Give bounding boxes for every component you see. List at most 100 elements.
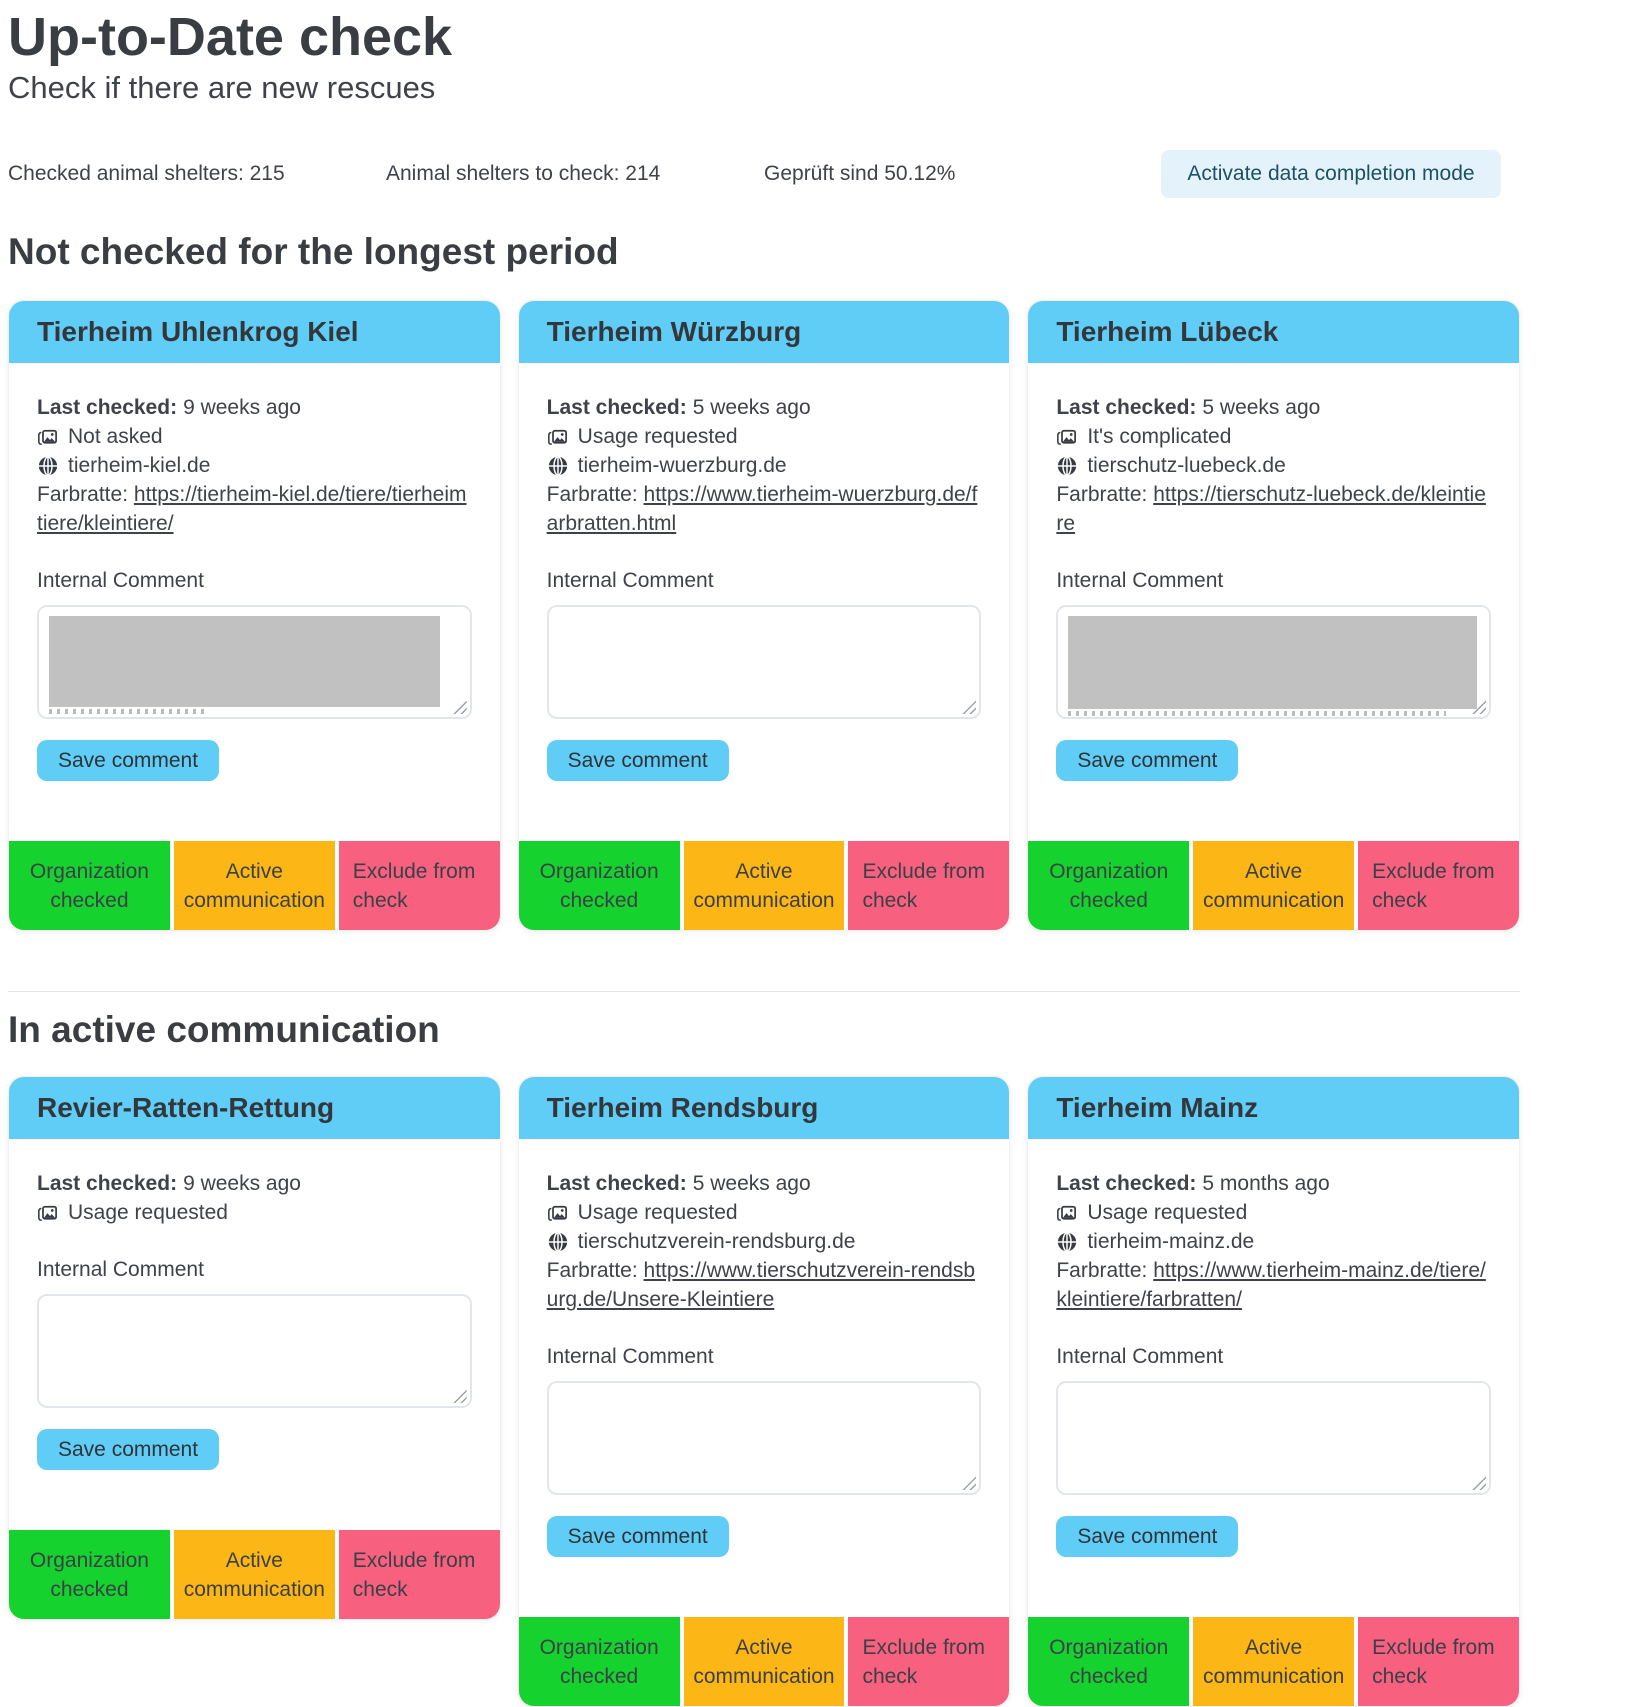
website-value: tierschutzverein-rendsburg.de [577, 1230, 856, 1253]
farbratte-link[interactable]: https://www.tierschutzverein-rendsburg.d… [546, 1259, 976, 1311]
internal-comment-textarea[interactable] [37, 1294, 472, 1408]
card-body: Last checked: 5 weeks ago Usage requested… [519, 1139, 1010, 1557]
status-value: Not asked [68, 425, 163, 448]
internal-comment-textarea[interactable] [1056, 1381, 1491, 1495]
shelter-card: Tierheim Würzburg Last checked: 5 weeks a… [517, 300, 1011, 931]
website-line: tierheim-wuerzburg.de [547, 451, 982, 480]
farbratte-link[interactable]: https://www.tierheim-wuerzburg.de/farbra… [546, 483, 978, 535]
last-checked-line: Last checked: 9 weeks ago [37, 393, 472, 422]
last-checked-line: Last checked: 5 months ago [1056, 1169, 1491, 1198]
website-value: tierheim-mainz.de [1087, 1230, 1255, 1253]
resize-grip[interactable] [962, 700, 977, 714]
farbratte-line: Farbratte: https://tierschutz-luebeck.de… [1056, 480, 1491, 538]
resize-grip[interactable] [962, 1476, 977, 1490]
farbratte-link[interactable]: https://tierheim-kiel.de/tiere/tierheimt… [37, 483, 467, 535]
last-checked-value: 9 weeks ago [183, 1172, 301, 1195]
resize-grip[interactable] [452, 1389, 467, 1403]
organization-checked-button[interactable]: Organization checked [9, 841, 170, 930]
internal-comment-textarea[interactable] [546, 1381, 982, 1495]
card-body: Last checked: 9 weeks ago Not asked tierh… [9, 363, 500, 781]
active-communication-button[interactable]: Active communication [173, 841, 335, 930]
stat-shelters-to-check: Animal shelters to check: 214 [386, 162, 661, 185]
internal-comment-label: Internal Comment [1056, 1345, 1224, 1368]
active-communication-button[interactable]: Active communication [683, 1617, 845, 1706]
farbratte-line: Farbratte: https://www.tierheim-mainz.de… [1056, 1256, 1491, 1314]
status-line: Usage requested [1056, 1198, 1491, 1227]
save-comment-button[interactable]: Save comment [546, 740, 729, 781]
internal-comment-textarea[interactable] [37, 605, 472, 719]
active-communication-button[interactable]: Active communication [173, 1530, 335, 1619]
last-checked-value: 5 weeks ago [692, 1172, 811, 1195]
status-line: Usage requested [547, 1198, 982, 1227]
last-checked-line: Last checked: 5 weeks ago [1056, 393, 1491, 422]
active-communication-button[interactable]: Active communication [1193, 841, 1355, 930]
status-line: Usage requested [37, 1198, 472, 1227]
redacted-comment [1068, 616, 1477, 709]
shelter-card: Tierheim Lübeck Last checked: 5 weeks ago… [1027, 300, 1520, 931]
active-communication-button[interactable]: Active communication [1193, 1617, 1355, 1706]
save-comment-button[interactable]: Save comment [1056, 1516, 1239, 1557]
images-icon [37, 426, 59, 448]
organization-checked-button[interactable]: Organization checked [1028, 1617, 1190, 1706]
resize-grip[interactable] [1471, 1476, 1486, 1490]
save-comment-button[interactable]: Save comment [1056, 740, 1239, 781]
images-icon [547, 426, 569, 448]
globe-icon [37, 455, 59, 477]
internal-comment-label: Internal Comment [1056, 569, 1224, 592]
farbratte-link[interactable]: https://www.tierheim-mainz.de/tiere/klei… [1056, 1259, 1486, 1311]
card-title: Revier-Ratten-Rettung [9, 1077, 500, 1139]
cards-row-not-checked: Tierheim Uhlenkrog Kiel Last checked: 9 w… [8, 300, 1520, 931]
last-checked-label: Last checked: [546, 396, 687, 419]
last-checked-label: Last checked: [1056, 396, 1197, 419]
status-line: It's complicated [1056, 422, 1491, 451]
card-title: Tierheim Rendsburg [518, 1077, 1010, 1139]
status-value: Usage requested [68, 1201, 228, 1224]
card-actions: Organization checked Active communicatio… [518, 1617, 1010, 1706]
stat-percent-checked: Geprüft sind 50.12% [764, 162, 956, 185]
last-checked-label: Last checked: [546, 1172, 687, 1195]
exclude-from-check-button[interactable]: Exclude from check [338, 1530, 500, 1619]
card-title: Tierheim Würzburg [518, 301, 1010, 363]
internal-comment-label: Internal Comment [546, 1345, 714, 1368]
section-title-not-checked: Not checked for the longest period [8, 231, 619, 272]
exclude-from-check-button[interactable]: Exclude from check [1358, 1617, 1519, 1706]
card-title: Tierheim Uhlenkrog Kiel [9, 301, 500, 363]
exclude-from-check-button[interactable]: Exclude from check [848, 841, 1010, 930]
farbratte-label: Farbratte: [37, 483, 129, 506]
status-value: Usage requested [1087, 1201, 1248, 1224]
farbratte-link[interactable]: https://tierschutz-luebeck.de/kleintiere [1056, 483, 1486, 535]
resize-grip[interactable] [452, 700, 467, 714]
save-comment-button[interactable]: Save comment [37, 1429, 220, 1470]
active-communication-button[interactable]: Active communication [683, 841, 845, 930]
images-icon [547, 1202, 569, 1224]
organization-checked-button[interactable]: Organization checked [518, 1617, 680, 1706]
images-icon [1056, 426, 1078, 448]
card-actions: Organization checked Active communicatio… [518, 841, 1010, 930]
activate-data-completion-button[interactable]: Activate data completion mode [1161, 150, 1501, 198]
website-line: tierschutz-luebeck.de [1056, 451, 1491, 480]
internal-comment-textarea[interactable] [546, 605, 982, 719]
organization-checked-button[interactable]: Organization checked [9, 1530, 170, 1619]
internal-comment-textarea[interactable] [1056, 605, 1491, 719]
website-value: tierheim-wuerzburg.de [577, 454, 787, 477]
status-line: Usage requested [547, 422, 982, 451]
card-title: Tierheim Mainz [1028, 1077, 1519, 1139]
exclude-from-check-button[interactable]: Exclude from check [848, 1617, 1010, 1706]
card-title: Tierheim Lübeck [1028, 301, 1519, 363]
last-checked-label: Last checked: [1056, 1172, 1197, 1195]
images-icon [37, 1202, 59, 1224]
save-comment-button[interactable]: Save comment [546, 1516, 729, 1557]
internal-comment-label: Internal Comment [37, 569, 204, 592]
organization-checked-button[interactable]: Organization checked [518, 841, 680, 930]
last-checked-line: Last checked: 5 weeks ago [547, 1169, 982, 1198]
farbratte-label: Farbratte: [546, 483, 638, 506]
exclude-from-check-button[interactable]: Exclude from check [338, 841, 500, 930]
internal-comment-label: Internal Comment [37, 1258, 204, 1281]
status-value: Usage requested [577, 1201, 738, 1224]
organization-checked-button[interactable]: Organization checked [1028, 841, 1190, 930]
last-checked-value: 9 weeks ago [183, 396, 301, 419]
save-comment-button[interactable]: Save comment [37, 740, 220, 781]
website-value: tierheim-kiel.de [68, 454, 211, 477]
redacted-comment-overflow [1068, 711, 1447, 716]
exclude-from-check-button[interactable]: Exclude from check [1358, 841, 1519, 930]
